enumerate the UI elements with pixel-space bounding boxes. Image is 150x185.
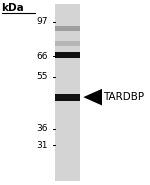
Bar <box>55 4 80 181</box>
Bar <box>55 41 80 46</box>
Text: 66: 66 <box>36 52 48 61</box>
Text: TARDBP: TARDBP <box>103 92 144 102</box>
Text: 55: 55 <box>36 72 48 81</box>
Bar <box>55 52 80 58</box>
Text: 36: 36 <box>36 124 48 133</box>
Text: 97: 97 <box>36 17 48 26</box>
Text: 31: 31 <box>36 141 48 150</box>
Text: kDa: kDa <box>2 3 24 13</box>
Bar <box>55 94 80 101</box>
Bar <box>55 26 80 31</box>
Polygon shape <box>83 89 102 105</box>
